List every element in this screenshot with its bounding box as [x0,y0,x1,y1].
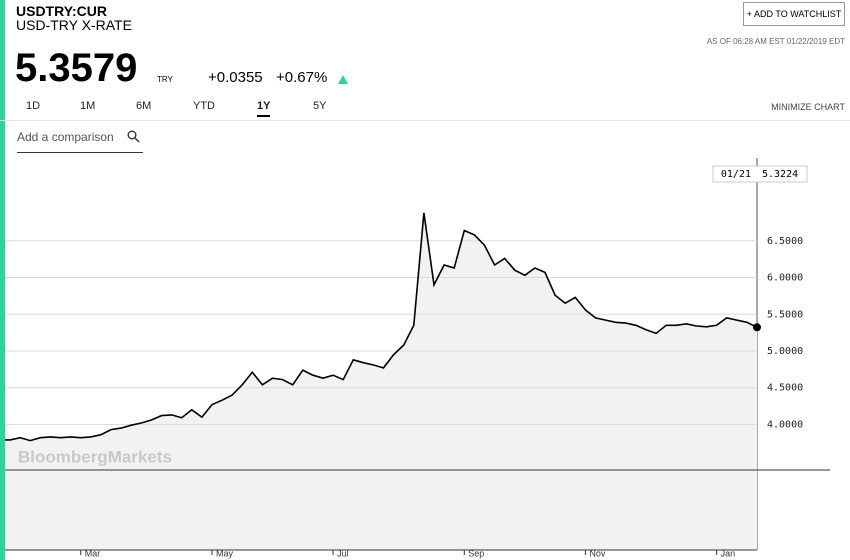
divider [0,120,850,121]
x-tick-label: May [216,548,234,558]
range-tab[interactable]: YTD [193,100,215,112]
x-tick-label: Sep [468,548,484,558]
last-value: 5.3224 [762,169,798,180]
last-box [712,165,808,183]
search-icon [127,130,140,143]
y-tick-label: 4.5000 [767,383,803,394]
x-tick-label: Nov [589,548,606,558]
currency: TRY [157,75,173,84]
x-tick-label: Jul [337,548,349,558]
y-tick-label: 6.0000 [767,273,803,284]
last-date: 01/21 [721,169,751,180]
range-tab[interactable]: 6M [136,100,152,112]
comparison-input[interactable]: Add a comparison [17,130,143,153]
price-line [0,212,758,442]
y-tick-label: 5.5000 [767,309,803,320]
y-tick-label: 4.0000 [767,419,803,430]
range-tab[interactable]: 1Y [257,100,271,117]
minimize-chart[interactable]: MINIMIZE CHART [771,102,845,112]
watermark: BloombergMarkets [18,447,172,466]
symbol: USDTRY:CUR [16,3,107,19]
placeholder: Add a comparison [17,130,114,144]
range-tab[interactable]: 1D [26,100,41,112]
as-of: AS OF 06:28 AM EST 01/22/2019 EDT [706,37,845,46]
accent-bar [0,0,5,560]
y-tick-label: 5.0000 [767,346,803,357]
y-tick-label: 6.5000 [767,236,803,247]
range-tab[interactable]: 5Y [313,100,327,112]
instrument-name: USD-TRY X-RATE [16,17,132,33]
x-tick-label: Jan [721,548,736,558]
x-tick-label: Mar [85,548,101,558]
change: +0.0355 [208,69,263,86]
last-point [753,323,761,332]
up-arrow [338,75,348,84]
watchlist-button[interactable]: + ADD TO WATCHLIST [743,2,845,26]
price: 5.3579 [15,46,138,90]
range-tab[interactable]: 1M [80,100,96,112]
change-pct: +0.67% [276,69,328,86]
area [0,212,757,550]
